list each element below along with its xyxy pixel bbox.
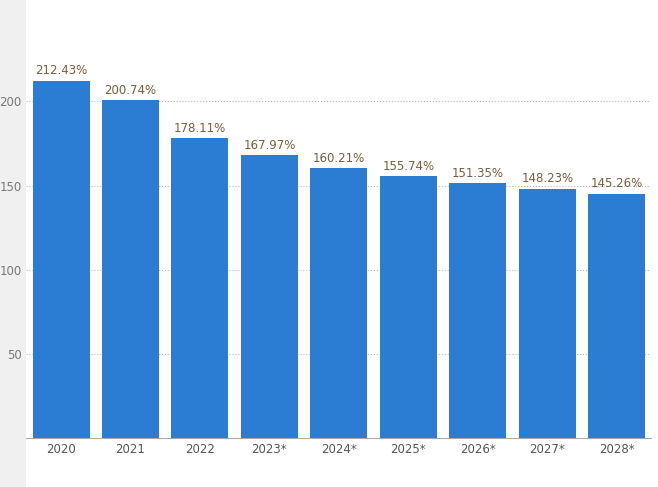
Bar [172,138,228,438]
Text: 167.97%: 167.97% [243,139,295,152]
Text: 212.43%: 212.43% [35,64,87,77]
Text: 160.21%: 160.21% [313,152,365,165]
Bar [241,155,298,438]
Bar [311,169,367,438]
Bar [380,176,437,438]
Bar [519,188,576,438]
Text: 155.74%: 155.74% [382,160,434,172]
Bar [32,80,89,438]
Bar [449,184,506,438]
Text: 148.23%: 148.23% [521,172,573,185]
Text: 145.26%: 145.26% [591,177,643,190]
Text: 178.11%: 178.11% [174,122,226,135]
Bar [588,194,645,438]
Bar [102,100,159,438]
Text: 200.74%: 200.74% [105,84,157,97]
Text: 151.35%: 151.35% [452,167,504,180]
